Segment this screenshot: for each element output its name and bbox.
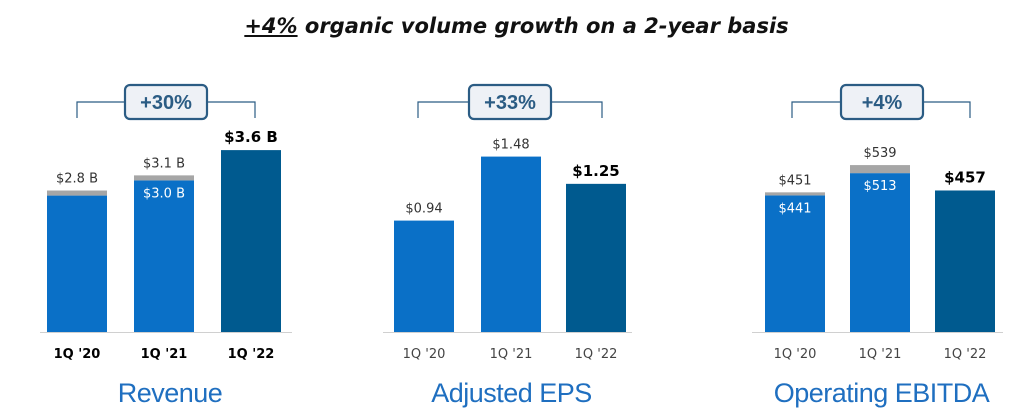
category-label: 1Q '21 <box>141 347 188 362</box>
bar-segment-gray <box>134 175 194 181</box>
bar <box>481 156 541 332</box>
bar <box>394 220 454 332</box>
growth-badge-label: +33% <box>484 92 536 114</box>
bar-segment-gray <box>850 165 910 174</box>
category-label: 1Q '20 <box>774 347 817 362</box>
bar-top-label: $451 <box>778 173 811 188</box>
headline-highlight: +4% <box>244 14 298 38</box>
bar-top-label: $1.25 <box>572 162 619 180</box>
bar-top-label: $2.8 B <box>56 172 98 187</box>
bar-inside-label: $513 <box>863 179 896 194</box>
bar-top-label: $0.94 <box>405 202 442 217</box>
bar-inside-label: $441 <box>778 201 811 216</box>
bar <box>221 150 281 332</box>
bar <box>935 190 995 332</box>
bar-top-label: $3.6 B <box>224 128 278 146</box>
bar-inside-label: $3.0 B <box>143 186 185 201</box>
category-label: 1Q '20 <box>403 347 446 362</box>
chart-title: Revenue <box>118 378 223 408</box>
bar-top-label: $1.48 <box>492 138 529 153</box>
growth-badge-label: +30% <box>140 92 192 114</box>
growth-badge-label: +4% <box>862 92 903 114</box>
bar <box>765 195 825 332</box>
category-label: 1Q '22 <box>575 347 618 362</box>
bar-top-label: $457 <box>944 168 986 186</box>
bar-top-label: $3.1 B <box>143 156 185 171</box>
bar <box>850 173 910 332</box>
growth-badge <box>467 83 553 121</box>
bar <box>47 195 107 332</box>
growth-badge <box>839 83 925 121</box>
category-label: 1Q '21 <box>859 347 902 362</box>
headline-text: organic volume growth on a 2-year basis <box>297 14 789 38</box>
chart-title: Operating EBITDA <box>774 378 990 408</box>
bar-segment-gray <box>47 190 107 196</box>
bar-segment-gray <box>765 192 825 196</box>
category-label: 1Q '20 <box>54 347 101 362</box>
chart-title: Adjusted EPS <box>431 378 592 408</box>
category-label: 1Q '22 <box>228 347 275 362</box>
bar <box>566 183 626 332</box>
bar-top-label: $539 <box>863 146 896 161</box>
category-label: 1Q '22 <box>944 347 987 362</box>
category-label: 1Q '21 <box>490 347 533 362</box>
page-headline: +4% organic volume growth on a 2-year ba… <box>0 14 1033 38</box>
bar <box>134 180 194 332</box>
growth-badge <box>123 83 209 121</box>
